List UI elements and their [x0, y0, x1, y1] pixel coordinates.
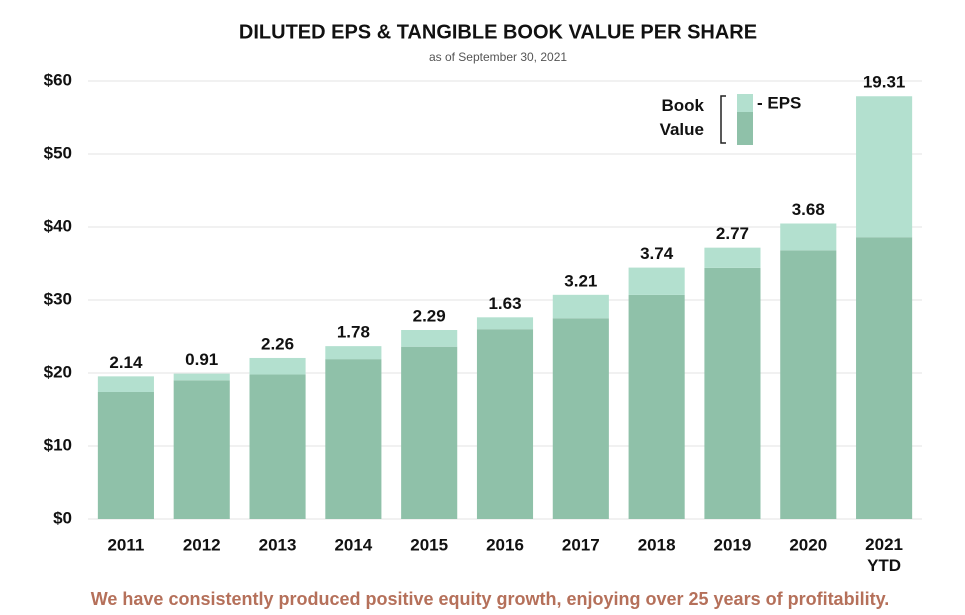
bar-segment — [780, 250, 837, 520]
value-label: 2.77 — [716, 224, 749, 243]
bar-segment — [401, 346, 458, 519]
x-tick-label: 2019 — [714, 535, 752, 554]
bar-segment — [552, 318, 609, 519]
bar-segment — [173, 380, 230, 519]
x-tick-label: 2013 — [259, 535, 297, 554]
bar-segment — [628, 294, 685, 519]
bar-segment — [249, 357, 306, 375]
bar-segment — [780, 223, 837, 251]
value-label: 3.74 — [640, 244, 674, 263]
bar-segment — [704, 247, 761, 268]
value-label: 3.68 — [792, 200, 825, 219]
value-label: 2.26 — [261, 334, 294, 353]
legend-label: Book Value — [660, 96, 705, 139]
y-tick-label: $0 — [53, 508, 72, 527]
y-tick-label: $50 — [44, 143, 72, 162]
bar-segment — [476, 317, 534, 330]
bar-segment — [97, 391, 154, 519]
legend-label: - EPS — [757, 93, 801, 112]
value-label: 19.31 — [863, 73, 906, 92]
y-tick-label: $40 — [44, 216, 72, 235]
x-tick-label: 2011 — [107, 535, 144, 554]
legend-swatch — [737, 94, 753, 112]
legend-bracket — [720, 95, 726, 144]
x-tick-label: 2020 — [789, 535, 827, 554]
bar-segment — [856, 237, 913, 519]
y-tick-label: $60 — [44, 70, 72, 89]
value-label: 1.63 — [488, 294, 521, 313]
value-label: 2.29 — [413, 306, 446, 325]
bar-segment — [401, 330, 458, 347]
bar-segment — [325, 359, 382, 519]
y-tick-label: $10 — [44, 435, 72, 454]
value-label: 1.78 — [337, 323, 370, 342]
bar-segment — [704, 267, 761, 519]
footnote: We have consistently produced positive e… — [91, 589, 890, 609]
legend-swatch — [737, 112, 753, 145]
value-label: 2.14 — [109, 353, 143, 372]
value-label: 3.21 — [564, 271, 597, 290]
bar-segment — [628, 267, 685, 295]
x-tick-label: 2018 — [638, 535, 676, 554]
y-tick-label: $20 — [44, 362, 72, 381]
x-tick-label: 2015 — [410, 535, 448, 554]
x-tick-label: 2014 — [334, 535, 372, 554]
bar-segment — [552, 294, 609, 319]
bar-segment — [97, 376, 154, 392]
bar-segment — [856, 96, 913, 238]
bar-segment — [249, 374, 306, 519]
bar-segment — [173, 373, 230, 381]
y-tick-label: $30 — [44, 289, 72, 308]
x-tick-label: 2016 — [486, 535, 524, 554]
x-tick-label: 2012 — [183, 535, 221, 554]
chart-title: DILUTED EPS & TANGIBLE BOOK VALUE PER SH… — [239, 21, 757, 43]
chart-subtitle: as of September 30, 2021 — [429, 50, 567, 64]
bar-segment — [325, 346, 382, 360]
bar-segment — [476, 329, 534, 519]
x-tick-label: 2021 YTD — [865, 535, 903, 575]
value-label: 0.91 — [185, 350, 218, 369]
x-tick-label: 2017 — [562, 535, 600, 554]
